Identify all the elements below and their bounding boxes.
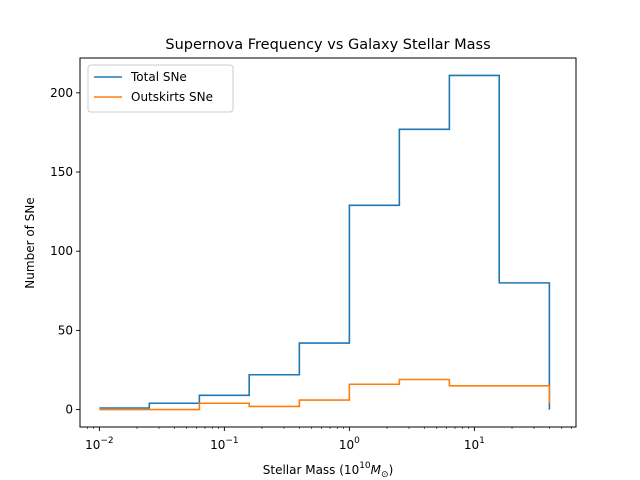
- x-tick-label: 10−1: [210, 436, 239, 452]
- x-tick-label: 100: [339, 436, 360, 452]
- y-tick-label: 100: [50, 244, 73, 258]
- x-axis: 10−2 10−1 100 101: [85, 427, 572, 452]
- y-axis-label: Number of SNe: [23, 197, 37, 288]
- legend-label: Total SNe: [130, 70, 187, 84]
- y-axis: 0 50 100 150 200: [50, 86, 80, 417]
- series-layer: [99, 74, 551, 411]
- chart-title: Supernova Frequency vs Galaxy Stellar Ma…: [165, 37, 490, 53]
- x-tick-label: 10−2: [85, 436, 114, 452]
- y-tick-label: 50: [58, 323, 73, 337]
- series-line-total-sne: [99, 74, 551, 410]
- x-tick-label: 101: [464, 436, 485, 452]
- y-tick-label: 150: [50, 165, 73, 179]
- legend-label: Outskirts SNe: [131, 90, 213, 104]
- plot-area: [79, 57, 577, 428]
- series-line-outskirts-sne: [99, 378, 551, 411]
- legend-box: [87, 64, 234, 113]
- x-axis-label: Stellar Mass (1010M⊙): [263, 461, 394, 480]
- legend: Total SNe Outskirts SNe: [87, 64, 234, 113]
- y-tick-label: 0: [65, 403, 73, 417]
- y-tick-label: 200: [50, 86, 73, 100]
